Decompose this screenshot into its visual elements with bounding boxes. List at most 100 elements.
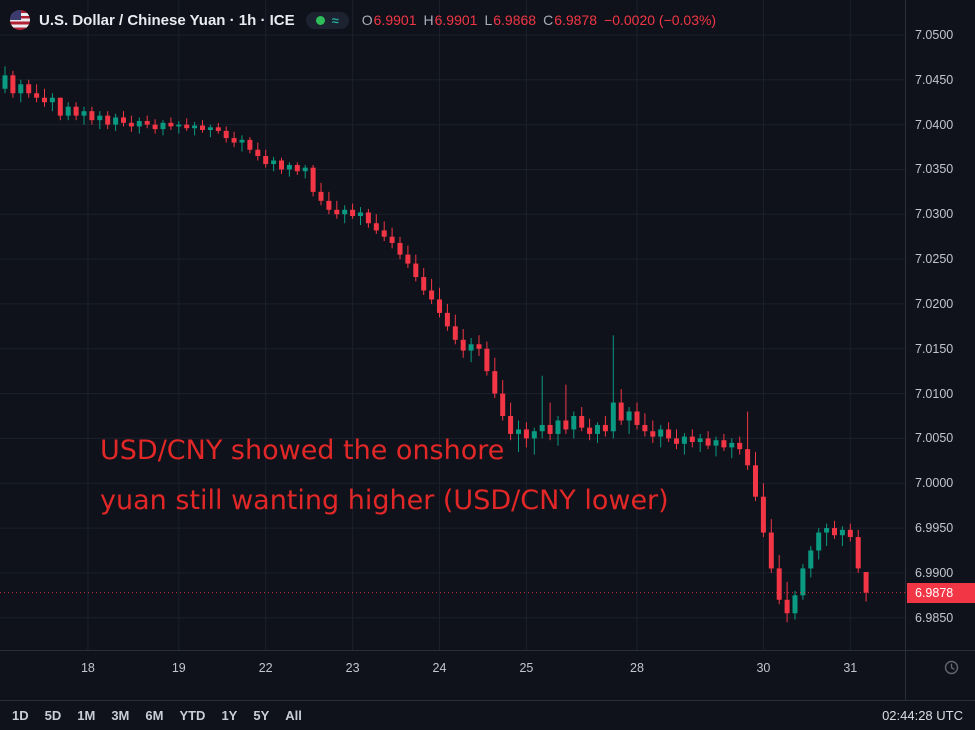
range-button-ytd[interactable]: YTD xyxy=(179,708,206,723)
candle xyxy=(618,389,624,425)
candle xyxy=(642,413,648,437)
range-button-1d[interactable]: 1D xyxy=(12,708,29,723)
candle xyxy=(824,523,830,546)
candle xyxy=(192,121,198,136)
candle xyxy=(768,519,774,573)
timezone-clock-icon[interactable] xyxy=(944,660,959,675)
candle xyxy=(563,384,569,434)
price-tick-label: 7.0350 xyxy=(915,162,954,177)
range-button-1m[interactable]: 1M xyxy=(77,708,96,723)
candle xyxy=(152,119,158,134)
annotation-line-2: yuan still wanting higher (USD/CNY lower… xyxy=(100,485,669,516)
candle xyxy=(397,236,403,260)
candle xyxy=(602,416,608,437)
candle xyxy=(444,303,450,331)
price-tick-label: 7.0000 xyxy=(915,476,954,491)
candle xyxy=(429,278,435,304)
candle xyxy=(184,118,190,131)
candle xyxy=(855,529,861,573)
ohlc-high: H6.9901 xyxy=(423,12,478,28)
candle xyxy=(808,546,814,578)
price-tick-label: 7.0300 xyxy=(915,207,954,222)
candle xyxy=(587,418,593,441)
time-tick-label: 22 xyxy=(258,661,273,675)
candle xyxy=(176,121,182,134)
candle xyxy=(10,70,16,98)
range-button-5d[interactable]: 5D xyxy=(44,708,62,723)
price-tick-label: 7.0200 xyxy=(915,296,954,311)
candle xyxy=(784,581,790,623)
candle xyxy=(800,563,806,600)
candle xyxy=(89,106,95,125)
candle xyxy=(2,66,8,94)
candle xyxy=(223,126,229,143)
price-scale[interactable]: 6.9878 7.0500 7.0450 7.0400 7.0350 7.0300 7.0… xyxy=(905,0,975,700)
candle xyxy=(721,433,727,451)
time-tick-label: 25 xyxy=(519,661,534,675)
candle xyxy=(792,590,798,620)
candle xyxy=(318,182,324,206)
candle xyxy=(294,162,300,175)
candle xyxy=(405,245,411,269)
candle xyxy=(389,227,395,249)
range-button-1y[interactable]: 1Y xyxy=(221,708,238,723)
candle xyxy=(310,164,316,197)
chart-legend: U.S. Dollar / Chinese Yuan · 1h · ICE ≈ … xyxy=(10,10,716,30)
candle xyxy=(832,520,837,539)
candle xyxy=(128,115,134,132)
candle xyxy=(468,338,474,363)
delayed-data-icon: ≈ xyxy=(331,12,339,28)
candle xyxy=(160,120,166,136)
candle xyxy=(839,526,845,546)
range-button-5y[interactable]: 5Y xyxy=(253,708,270,723)
range-button-6m[interactable]: 6M xyxy=(145,708,164,723)
candle xyxy=(279,157,284,174)
range-button-all[interactable]: All xyxy=(285,708,302,723)
price-tick-label: 7.0400 xyxy=(915,117,954,132)
candle xyxy=(65,102,71,121)
candle xyxy=(105,111,111,130)
time-tick-label: 31 xyxy=(843,661,858,675)
candle xyxy=(381,221,387,242)
time-scale[interactable]: 18 19 22 23 24 25 28 30 31 xyxy=(0,650,975,700)
candle xyxy=(263,149,269,168)
time-tick-label: 19 xyxy=(171,661,186,675)
candle xyxy=(460,329,466,358)
us-flag-icon xyxy=(10,10,30,30)
symbol-title[interactable]: U.S. Dollar / Chinese Yuan · 1h · ICE xyxy=(39,11,295,29)
candle xyxy=(571,411,577,439)
candle xyxy=(97,111,103,130)
market-status-pill[interactable]: ≈ xyxy=(305,11,349,29)
candle xyxy=(302,164,308,179)
price-tick-label: 7.0100 xyxy=(915,386,954,401)
candle xyxy=(168,117,174,130)
ohlc-low: L6.9868 xyxy=(484,12,537,28)
range-button-3m[interactable]: 3M xyxy=(111,708,130,723)
candle xyxy=(863,572,869,602)
candle xyxy=(674,429,679,450)
candle xyxy=(484,341,490,376)
candle xyxy=(516,420,521,452)
candle xyxy=(121,111,126,127)
price-tick-label: 7.0150 xyxy=(915,341,954,356)
candle xyxy=(547,402,553,441)
candle xyxy=(271,156,277,172)
time-tick-label: 23 xyxy=(345,661,360,675)
candle xyxy=(342,205,348,224)
ohlc-close: C6.9878 xyxy=(543,12,598,28)
candle xyxy=(358,207,363,226)
candle xyxy=(421,268,427,295)
clock-utc[interactable]: 02:44:28 UTC xyxy=(882,708,963,723)
candle xyxy=(247,137,253,154)
price-change: −0.0020 (−0.03%) xyxy=(604,12,717,28)
candle xyxy=(452,314,458,345)
ohlc-values: O6.9901 H6.9901 L6.9868 C6.9878 −0.0020 … xyxy=(362,12,716,28)
candle xyxy=(705,431,711,450)
candlestick-chart[interactable] xyxy=(0,0,905,650)
candle xyxy=(215,122,221,134)
range-selector: 1D 5D 1M 3M 6M YTD 1Y 5Y All xyxy=(12,708,302,723)
candle xyxy=(286,162,292,177)
candle xyxy=(658,424,664,448)
candle xyxy=(555,416,561,446)
candle xyxy=(689,429,695,448)
